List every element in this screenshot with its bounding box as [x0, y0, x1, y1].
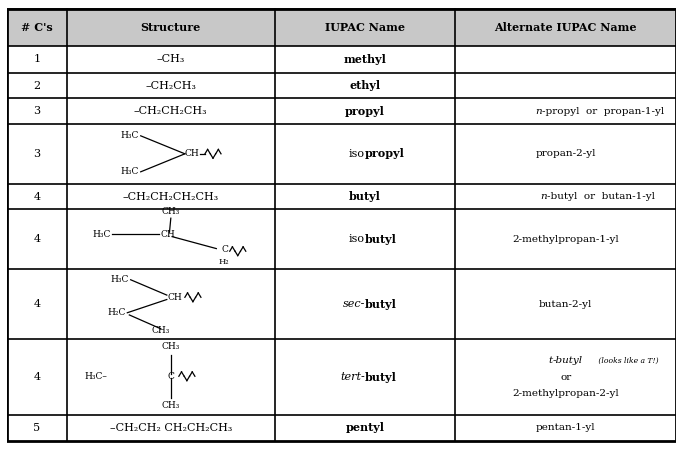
Text: –CH₃: –CH₃ [156, 54, 185, 64]
Text: H₃C: H₃C [120, 167, 139, 176]
Text: or: or [560, 373, 572, 382]
Text: 4: 4 [33, 234, 40, 244]
Text: butan-2-yl: butan-2-yl [539, 300, 592, 309]
Text: -propyl  or  propan-1-yl: -propyl or propan-1-yl [542, 107, 665, 116]
Text: 4: 4 [33, 372, 40, 382]
Text: -butyl: -butyl [553, 356, 583, 365]
Text: 3: 3 [33, 106, 40, 116]
Text: Alternate IUPAC Name: Alternate IUPAC Name [494, 22, 637, 33]
Text: # C's: # C's [21, 22, 53, 33]
Text: 2: 2 [33, 81, 40, 91]
Text: t: t [548, 356, 553, 365]
Text: (looks like a T!): (looks like a T!) [596, 356, 658, 365]
Text: n: n [535, 107, 542, 116]
Text: n: n [540, 192, 547, 201]
Text: H₂: H₂ [219, 258, 229, 266]
Text: C: C [221, 245, 228, 254]
Text: methyl: methyl [344, 54, 387, 65]
Text: –CH₂CH₂CH₃: –CH₂CH₂CH₃ [134, 106, 208, 116]
Text: –CH₂CH₂CH₂CH₃: –CH₂CH₂CH₂CH₃ [123, 192, 219, 202]
Text: -butyl  or  butan-1-yl: -butyl or butan-1-yl [547, 192, 655, 201]
Text: CH₃: CH₃ [162, 207, 180, 216]
Text: 3: 3 [33, 149, 40, 159]
Text: 4: 4 [33, 192, 40, 202]
Text: ethyl: ethyl [350, 80, 380, 91]
Text: 4: 4 [33, 299, 40, 309]
Text: 1: 1 [33, 54, 40, 64]
Bar [7, 9, 676, 45]
Text: iso: iso [349, 234, 365, 244]
Text: C: C [167, 372, 174, 381]
Text: pentan-1-yl: pentan-1-yl [536, 423, 596, 432]
Text: –CH₂CH₂ CH₂CH₂CH₃: –CH₂CH₂ CH₂CH₂CH₃ [110, 423, 232, 433]
Text: CH₃: CH₃ [152, 327, 170, 336]
Text: 2-methylpropan-1-yl: 2-methylpropan-1-yl [512, 235, 619, 244]
Text: propyl: propyl [365, 148, 405, 159]
Text: propyl: propyl [345, 106, 385, 117]
Text: butyl: butyl [365, 234, 397, 245]
Text: tert-: tert- [340, 372, 365, 382]
Text: 5: 5 [33, 423, 40, 433]
Text: sec-: sec- [343, 299, 365, 309]
Text: CH: CH [167, 293, 182, 302]
Text: iso: iso [349, 149, 365, 159]
Text: H₃C: H₃C [111, 275, 129, 284]
Text: H₃C–: H₃C– [85, 372, 107, 381]
Text: CH: CH [184, 149, 199, 158]
Text: propan-2-yl: propan-2-yl [535, 149, 596, 158]
Text: CH₃: CH₃ [162, 342, 180, 351]
Text: H₂C: H₂C [108, 308, 126, 317]
Text: H₃C: H₃C [92, 230, 111, 239]
Text: butyl: butyl [365, 372, 397, 382]
Text: butyl: butyl [365, 299, 397, 310]
Text: IUPAC Name: IUPAC Name [325, 22, 405, 33]
Text: H₃C: H₃C [120, 131, 139, 140]
Text: butyl: butyl [349, 191, 381, 202]
Text: pentyl: pentyl [346, 423, 385, 433]
Text: –CH₂CH₃: –CH₂CH₃ [145, 81, 196, 91]
Text: Structure: Structure [141, 22, 201, 33]
Text: CH: CH [160, 230, 175, 239]
Text: 2-methylpropan-2-yl: 2-methylpropan-2-yl [512, 389, 619, 398]
Text: CH₃: CH₃ [162, 401, 180, 410]
